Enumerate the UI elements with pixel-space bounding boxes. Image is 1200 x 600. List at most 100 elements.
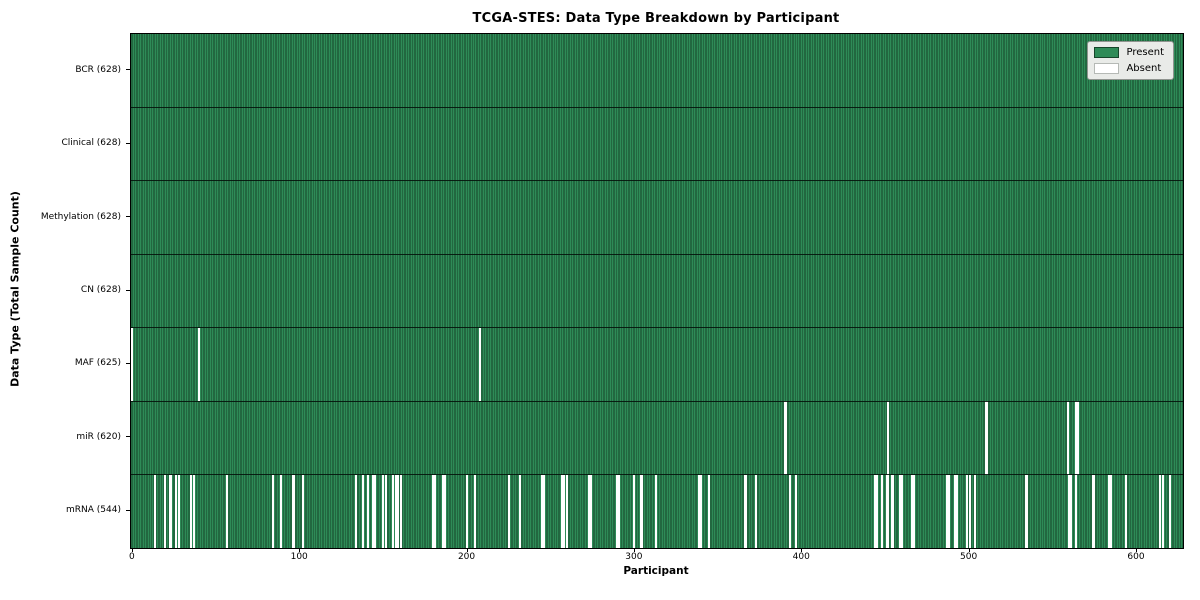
absent-gap bbox=[912, 474, 915, 548]
absent-gap bbox=[566, 474, 569, 548]
y-tick-label: Methylation (628) bbox=[40, 211, 121, 222]
absent-gap bbox=[226, 474, 229, 548]
row-separator bbox=[131, 474, 1183, 476]
row-mir bbox=[131, 401, 1183, 475]
absent-gap bbox=[541, 474, 544, 548]
absent-gap bbox=[947, 474, 950, 548]
absent-gap bbox=[291, 474, 294, 548]
legend-label-absent: Absent bbox=[1126, 63, 1162, 74]
x-axis-label: Participant bbox=[623, 565, 689, 577]
absent-gap bbox=[986, 401, 989, 475]
legend-label-present: Present bbox=[1126, 47, 1164, 58]
y-tick-mark bbox=[126, 362, 130, 364]
absent-gap bbox=[373, 474, 376, 548]
y-tick-label: BCR (628) bbox=[75, 64, 121, 75]
absent-gap bbox=[874, 474, 877, 548]
absent-gap bbox=[954, 474, 957, 548]
absent-gap bbox=[708, 474, 711, 548]
absent-gap bbox=[293, 474, 296, 548]
x-tick-label: 200 bbox=[457, 552, 476, 562]
absent-gap bbox=[432, 474, 435, 548]
absent-swatch-icon bbox=[1094, 63, 1120, 74]
plot-area: Present Absent bbox=[130, 33, 1184, 549]
absent-gap bbox=[969, 474, 972, 548]
absent-gap bbox=[1076, 401, 1079, 475]
absent-gap bbox=[875, 474, 878, 548]
x-tick-label: 400 bbox=[792, 552, 810, 562]
y-tick-mark bbox=[126, 509, 130, 511]
absent-gap bbox=[154, 474, 157, 548]
absent-gap bbox=[1068, 474, 1071, 548]
absent-gap bbox=[788, 474, 791, 548]
absent-gap bbox=[271, 474, 274, 548]
absent-gap bbox=[783, 401, 786, 475]
row-mrna bbox=[131, 474, 1183, 548]
absent-gap bbox=[1074, 474, 1077, 548]
row-methylation bbox=[131, 180, 1183, 255]
absent-gap bbox=[131, 327, 134, 402]
absent-gap bbox=[542, 474, 545, 548]
absent-gap bbox=[1110, 474, 1113, 548]
absent-gap bbox=[984, 401, 987, 475]
row-separator bbox=[131, 253, 1183, 255]
absent-gap bbox=[743, 474, 746, 548]
absent-gap bbox=[956, 474, 959, 548]
absent-gap bbox=[442, 474, 445, 548]
row-separator bbox=[131, 400, 1183, 402]
absent-gap bbox=[397, 474, 400, 548]
absent-gap bbox=[164, 474, 167, 548]
absent-gap bbox=[890, 474, 893, 548]
absent-gap bbox=[1108, 474, 1111, 548]
absent-gap bbox=[755, 474, 758, 548]
y-tick-label: Clinical (628) bbox=[61, 138, 121, 149]
absent-gap bbox=[1066, 401, 1069, 475]
absent-gap bbox=[169, 474, 172, 548]
absent-gap bbox=[301, 474, 304, 548]
absent-gap bbox=[900, 474, 903, 548]
absent-gap bbox=[589, 474, 592, 548]
absent-gap bbox=[700, 474, 703, 548]
absent-gap bbox=[887, 401, 890, 475]
absent-gap bbox=[974, 474, 977, 548]
absent-gap bbox=[654, 474, 657, 548]
y-tick-label: mRNA (544) bbox=[66, 505, 121, 516]
x-tick-mark bbox=[968, 548, 970, 552]
absent-gap bbox=[641, 474, 644, 548]
absent-gap bbox=[433, 474, 436, 548]
absent-gap bbox=[371, 474, 374, 548]
absent-gap bbox=[355, 474, 358, 548]
y-tick-mark bbox=[126, 142, 130, 144]
absent-gap bbox=[1125, 474, 1128, 548]
absent-gap bbox=[561, 474, 564, 548]
absent-gap bbox=[177, 474, 180, 548]
x-tick-mark bbox=[299, 548, 301, 552]
y-tick-mark bbox=[126, 69, 130, 71]
absent-gap bbox=[1093, 474, 1096, 548]
absent-gap bbox=[587, 474, 590, 548]
x-tick-label: 500 bbox=[960, 552, 978, 562]
absent-gap bbox=[382, 474, 385, 548]
legend-entry-present: Present bbox=[1094, 47, 1164, 58]
absent-gap bbox=[443, 474, 446, 548]
chart-title: TCGA-STES: Data Type Breakdown by Partic… bbox=[472, 11, 840, 26]
y-tick-label: miR (620) bbox=[76, 431, 121, 442]
absent-gap bbox=[279, 474, 282, 548]
absent-gap bbox=[966, 474, 969, 548]
absent-gap bbox=[618, 474, 621, 548]
absent-gap bbox=[1161, 474, 1164, 548]
absent-gap bbox=[361, 474, 364, 548]
x-tick-label: 0 bbox=[128, 552, 135, 562]
absent-gap bbox=[385, 474, 388, 548]
absent-gap bbox=[507, 474, 510, 548]
x-tick-mark bbox=[801, 548, 803, 552]
row-separator bbox=[131, 327, 1183, 329]
row-separator bbox=[131, 106, 1183, 108]
absent-gap bbox=[465, 474, 468, 548]
absent-gap bbox=[1069, 474, 1072, 548]
absent-gap bbox=[562, 474, 565, 548]
absent-gap bbox=[174, 474, 177, 548]
y-tick-label: MAF (625) bbox=[74, 358, 121, 369]
absent-gap bbox=[880, 474, 883, 548]
absent-gap bbox=[892, 474, 895, 548]
